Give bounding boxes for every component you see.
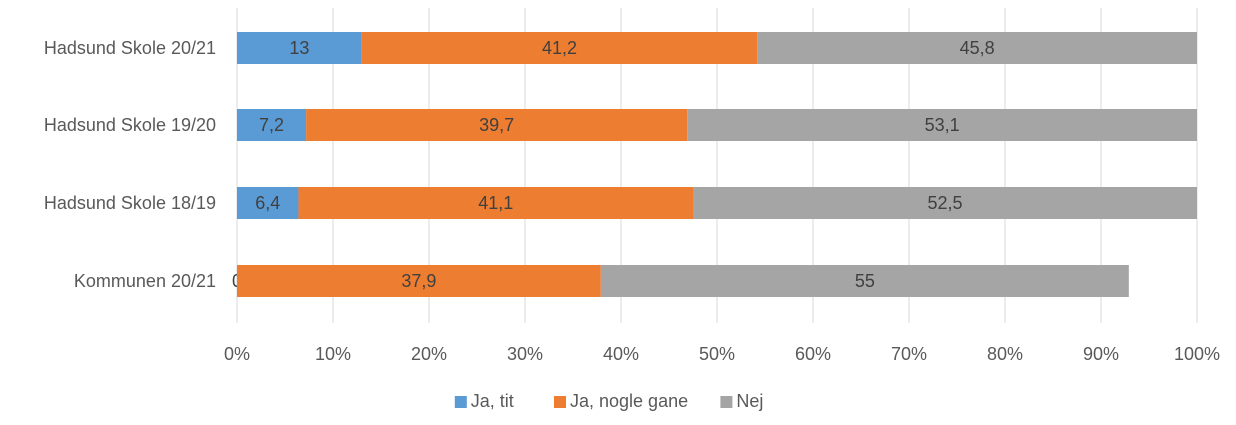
x-tick-label: 50%	[699, 344, 735, 364]
legend-swatch	[554, 396, 566, 408]
x-tick-label: 0%	[224, 344, 250, 364]
data-label: 7,2	[259, 115, 284, 135]
bar-segment	[237, 265, 601, 297]
data-label: 41,2	[542, 38, 577, 58]
legend-label: Ja, nogle gane	[570, 391, 688, 411]
bar-segment	[687, 109, 1197, 141]
bar-segment	[306, 109, 688, 141]
bar-segment	[237, 32, 362, 64]
x-tick-label: 90%	[1083, 344, 1119, 364]
data-label: 37,9	[401, 271, 436, 291]
legend-label: Ja, tit	[471, 391, 514, 411]
category-label: Kommunen 20/21	[74, 271, 216, 291]
x-tick-label: 100%	[1174, 344, 1220, 364]
data-label: 55	[855, 271, 875, 291]
x-tick-label: 70%	[891, 344, 927, 364]
data-label: 45,8	[960, 38, 995, 58]
legend-label: Nej	[736, 391, 763, 411]
data-label: 39,7	[479, 115, 514, 135]
bar-segment	[600, 265, 1129, 297]
x-tick-label: 40%	[603, 344, 639, 364]
x-tick-label: 30%	[507, 344, 543, 364]
x-tick-label: 20%	[411, 344, 447, 364]
legend-swatch	[454, 396, 467, 408]
x-tick-label: 10%	[315, 344, 351, 364]
bar-segment	[693, 187, 1197, 219]
data-label: 53,1	[925, 115, 960, 135]
data-label: 41,1	[478, 193, 513, 213]
bar-segment	[298, 187, 693, 219]
category-label: Hadsund Skole 19/20	[44, 115, 216, 135]
category-label: Hadsund Skole 18/19	[44, 193, 216, 213]
bar-segment	[237, 109, 307, 141]
category-label: Hadsund Skole 20/21	[44, 38, 216, 58]
data-label: 52,5	[927, 193, 962, 213]
data-label: 6,4	[255, 193, 280, 213]
bar-segment	[757, 32, 1197, 64]
data-label: 13	[289, 38, 309, 58]
legend-swatch	[720, 396, 733, 408]
x-tick-label: 80%	[987, 344, 1023, 364]
x-tick-label: 60%	[795, 344, 831, 364]
bar-segment	[361, 32, 758, 64]
bar-segment	[237, 187, 299, 219]
